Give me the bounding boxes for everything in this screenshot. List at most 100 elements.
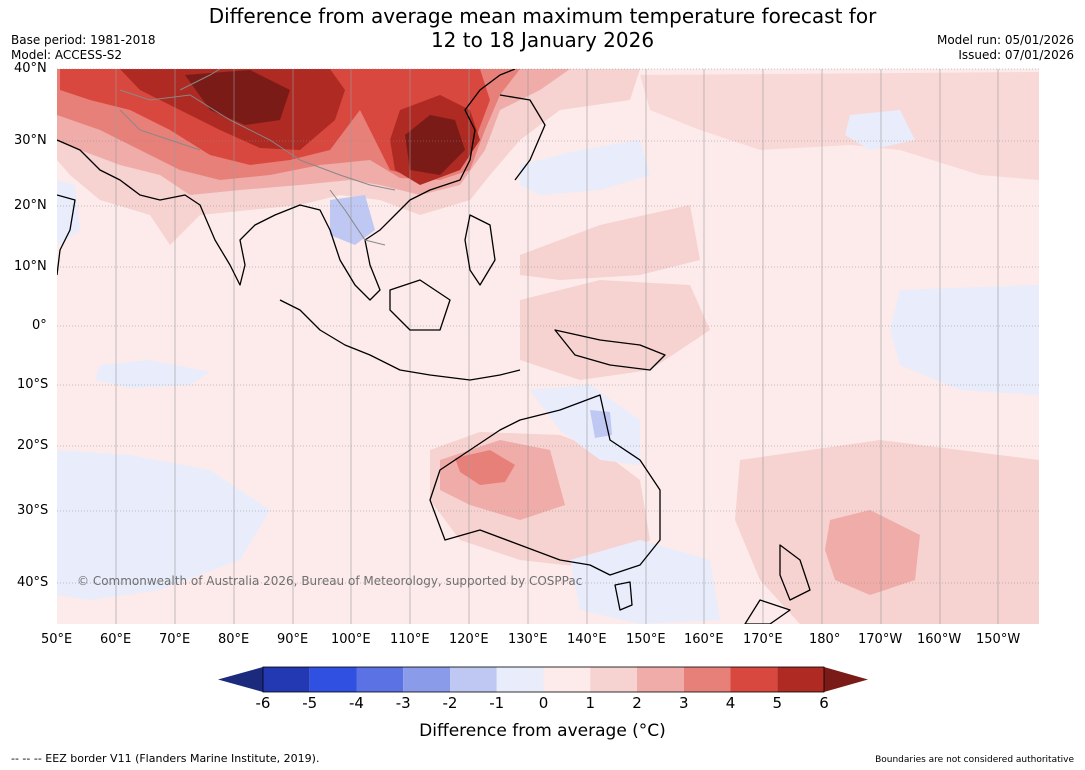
coastlines: [57, 69, 811, 624]
lon-label: 130°E: [508, 632, 548, 647]
lon-label: 50°E: [41, 632, 73, 647]
australia-coastline: [429, 394, 661, 576]
lon-label: 170°E: [743, 632, 783, 647]
anomaly-patch-south-pacific-warm: [825, 510, 920, 595]
anomaly-patch-cool-coral-sea: [530, 385, 640, 465]
colorbar-box: [309, 667, 357, 692]
anomaly-patch-cool-central-pacific: [845, 110, 915, 150]
anomaly-patch-equatorial: [520, 280, 710, 380]
anomaly-patch-cool-indian-ocean-north: [95, 360, 210, 388]
colorbar-title: Difference from average (°C): [419, 721, 666, 741]
lat-label: 30°N: [14, 133, 47, 148]
anomaly-patch-tropical-pacific: [520, 205, 700, 280]
tasmania-coastline: [614, 581, 633, 611]
lon-label: 170°W: [858, 632, 903, 647]
asia-coastline: [57, 69, 516, 301]
anomaly-patch-cool-east-pacific: [890, 285, 1039, 395]
colorbar-tick-label: 6: [819, 694, 829, 712]
colorbar-tick-label: -5: [302, 694, 318, 712]
lat-label: 10°N: [14, 259, 47, 274]
title-line-1: Difference from average mean maximum tem…: [208, 4, 877, 28]
lon-label: 80°E: [218, 632, 250, 647]
colorbar-tick-label: 3: [678, 694, 689, 712]
title-line-2: 12 to 18 January 2026: [430, 28, 655, 52]
run-info: Model run: 05/01/2026 Issued: 07/01/2026: [937, 33, 1074, 63]
colorbar-tick-label: 4: [725, 694, 736, 712]
colorbar-box: [543, 667, 591, 692]
lat-label: 0°: [32, 318, 47, 333]
colorbar-box: [450, 667, 497, 692]
lon-label: 160°W: [917, 632, 962, 647]
model-info: Base period: 1981-2018 Model: ACCESS-S2: [11, 33, 156, 63]
meridians: [115, 69, 999, 624]
lat-label: 40°N: [14, 61, 47, 76]
anomaly-patch-cool-indian-ocean: [57, 450, 270, 600]
anomaly-patch-north-pacific: [640, 72, 1039, 180]
lon-label: 60°E: [100, 632, 132, 647]
model-name: Model: ACCESS-S2: [11, 48, 123, 62]
colorbar-boxes: [263, 667, 824, 692]
lat-label: 20°N: [14, 198, 47, 213]
colorbar-tick-label: -1: [489, 694, 505, 712]
lat-label: 20°S: [17, 438, 49, 453]
anomaly-patch-above-6-west: [185, 70, 290, 125]
colorbar: [218, 666, 868, 693]
lon-label: 70°E: [159, 632, 191, 647]
country-borders: [119, 69, 396, 246]
anomaly-field: [57, 69, 1039, 624]
colorbar-tick-label: -6: [255, 694, 271, 712]
colorbar-box: [637, 667, 684, 692]
colorbar-tick-label: -2: [442, 694, 458, 712]
lat-label: 40°S: [17, 575, 49, 590]
anomaly-patch-above-6-east: [405, 115, 465, 175]
colorbar-tick-label: 2: [632, 694, 642, 712]
colorbar-box: [777, 667, 824, 692]
lon-label: 180°: [809, 632, 841, 647]
lon-label: 140°E: [567, 632, 607, 647]
anomaly-patch-australia-hot: [455, 450, 515, 485]
new-guinea-coastline: [554, 329, 666, 371]
colorbar-box: [263, 667, 310, 692]
colorbar-below-min: [218, 667, 263, 692]
lon-label: 100°E: [331, 632, 371, 647]
anomaly-patch-cool-indochina: [330, 195, 375, 245]
colorbar-box: [590, 667, 637, 692]
map-title: Difference from average mean maximum tem…: [0, 4, 1085, 52]
colorbar-box: [403, 667, 450, 692]
colorbar-tick-label: 5: [772, 694, 783, 712]
lon-label: 150°W: [976, 632, 1021, 647]
colorbar-tick-label: -4: [349, 694, 364, 712]
colorbar-outline: [262, 666, 825, 693]
lon-label: 160°E: [684, 632, 724, 647]
model-run: Model run: 05/01/2026: [936, 33, 1074, 47]
anomaly-patch-cool-tasman: [570, 540, 720, 624]
colorbar-box: [356, 667, 404, 692]
japan-korea-coastline: [499, 94, 546, 181]
new-zealand-north-coastline: [779, 544, 811, 601]
lon-label: 150°E: [626, 632, 666, 647]
colorbar-above-max: [824, 667, 868, 692]
colorbar-box: [730, 667, 778, 692]
lat-label: 10°S: [17, 377, 49, 392]
copyright-note: © Commonwealth of Australia 2026, Bureau…: [77, 574, 583, 588]
eez-note: -- -- -- EEZ border V11 (Flanders Marine…: [11, 752, 320, 765]
colorbar-box: [496, 667, 544, 692]
colorbar-tick-label: -3: [395, 694, 411, 712]
lon-label: 90°E: [277, 632, 309, 647]
anomaly-patch-cool-queensland: [590, 410, 612, 438]
colorbar-tick-label: 1: [585, 694, 596, 712]
lon-label: 120°E: [449, 632, 489, 647]
sumatra-java-coastline: [279, 299, 521, 381]
anomaly-patch-cool-north-pacific: [520, 140, 650, 195]
colorbar-box: [683, 667, 731, 692]
colorbar-tick-label: 0: [538, 694, 549, 712]
arabia-coastline: [57, 194, 76, 276]
borneo-coastline: [389, 279, 451, 331]
lat-label: 30°S: [17, 503, 49, 518]
disclaimer: Boundaries are not considered authoritat…: [875, 755, 1074, 765]
philippines-coastline: [464, 214, 496, 286]
new-zealand-south-coastline: [744, 599, 791, 624]
base-period: Base period: 1981-2018: [11, 33, 156, 47]
lon-label: 110°E: [390, 632, 430, 647]
